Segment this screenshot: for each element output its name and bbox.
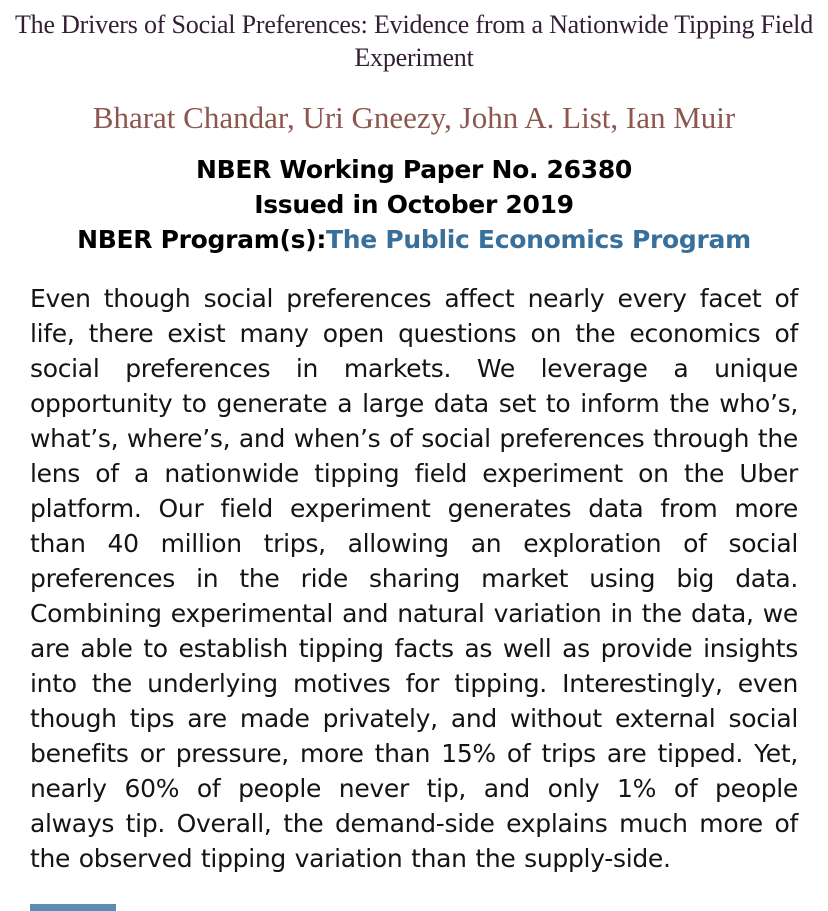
cutoff-link-fragment[interactable] bbox=[30, 904, 116, 911]
programs-label: NBER Program(s): bbox=[77, 225, 327, 254]
paper-authors: Bharat Chandar, Uri Gneezy, John A. List… bbox=[92, 100, 736, 135]
abstract-text: Even though social preferences affect ne… bbox=[30, 284, 798, 873]
paper-title: The Drivers of Social Preferences: Evide… bbox=[14, 10, 814, 72]
programs-line: NBER Program(s):The Public Economics Pro… bbox=[0, 222, 828, 257]
issued-date: Issued in October 2019 bbox=[254, 190, 574, 219]
working-paper-number: NBER Working Paper No. 26380 bbox=[195, 155, 633, 184]
paper-meta: NBER Working Paper No. 26380 Issued in O… bbox=[0, 152, 828, 257]
program-link[interactable]: The Public Economics Program bbox=[326, 225, 751, 254]
